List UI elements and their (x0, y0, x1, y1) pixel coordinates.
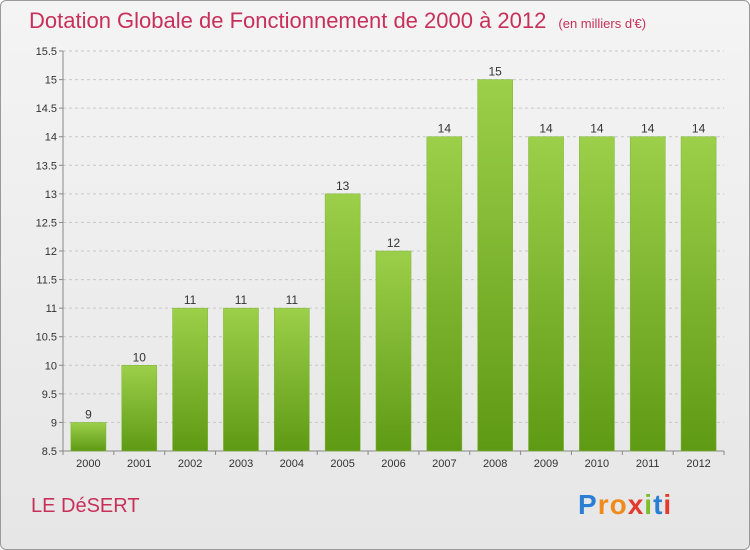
labels: 9 2000 10 2001 11 2002 11 2003 11 2004 13 2005 12 200… (76, 65, 711, 470)
y-tick-label: 13.5 (36, 160, 57, 172)
x-tick-label-2010: 2010 (585, 458, 609, 470)
y-tick-label: 8.5 (42, 446, 57, 458)
logo-letter: i (663, 489, 673, 520)
bars (70, 79, 717, 452)
data-label-2008: 15 (489, 65, 503, 79)
x-tick-label-2004: 2004 (280, 458, 304, 470)
bar-2005 (324, 193, 361, 452)
data-label-2011: 14 (641, 122, 655, 136)
data-label-2009: 14 (539, 122, 553, 136)
x-tick-label-2005: 2005 (330, 458, 354, 470)
x-tick-label-2003: 2003 (229, 458, 253, 470)
chart-subtitle: (en milliers d'€) (558, 16, 647, 31)
data-label-2000: 9 (85, 407, 92, 421)
data-label-2005: 13 (336, 179, 350, 193)
bar-2002 (172, 307, 208, 452)
x-tick-label-2002: 2002 (178, 458, 202, 470)
y-tick-label: 11.5 (36, 275, 57, 287)
x-tick-label-2011: 2011 (636, 458, 660, 470)
data-label-2006: 12 (387, 236, 401, 250)
y-tick-label: 13 (45, 189, 57, 201)
x-tick-label-2008: 2008 (483, 458, 507, 470)
logo-letter: o (609, 489, 628, 520)
bar-2004 (274, 307, 310, 452)
data-label-2007: 14 (438, 122, 452, 136)
logo-letter: i (644, 489, 654, 520)
data-label-2004: 11 (286, 293, 299, 307)
x-tick-label-2001: 2001 (127, 458, 151, 470)
logo-letter: r (597, 489, 610, 520)
y-tick-label: 15.5 (36, 46, 57, 58)
x-tick-label-2009: 2009 (534, 458, 558, 470)
y-tick-label: 15 (45, 75, 57, 87)
y-tick-label: 11 (46, 303, 57, 315)
y-tick-label: 12 (45, 246, 57, 258)
x-tick-label-2000: 2000 (76, 458, 100, 470)
y-tick-label: 12.5 (36, 217, 57, 229)
logo-letter: t (653, 489, 664, 520)
y-tick-label: 9 (51, 417, 57, 429)
bar-2001 (121, 365, 158, 452)
title-text: Dotation Globale de Fonctionnement de 20… (29, 8, 547, 33)
logo-letter: x (627, 489, 645, 520)
bar-2012 (680, 136, 717, 452)
data-label-2002: 11 (184, 293, 197, 307)
chart-title: Dotation Globale de Fonctionnement de 20… (29, 8, 646, 34)
data-label-2001: 10 (133, 350, 147, 364)
x-tick-label-2012: 2012 (686, 458, 710, 470)
y-tick-label: 14 (45, 132, 57, 144)
data-label-2003: 11 (235, 293, 248, 307)
bar-2011 (629, 136, 666, 452)
data-label-2010: 14 (590, 122, 604, 136)
bar-2000 (70, 422, 107, 452)
x-tick-label-2006: 2006 (381, 458, 405, 470)
bar-2008 (477, 79, 513, 452)
proxiti-logo: Proxiti (578, 489, 672, 521)
y-tick-label: 9.5 (42, 389, 57, 401)
bar-2009 (528, 136, 564, 452)
bar-2007 (426, 136, 463, 452)
bar-2006 (375, 250, 412, 452)
bar-2003 (223, 307, 259, 452)
y-tick-label: 10 (45, 360, 57, 372)
commune-name: LE DéSERT (31, 495, 140, 517)
logo-letter: P (578, 489, 598, 520)
x-tick-label-2007: 2007 (432, 458, 456, 470)
y-tick-label: 10.5 (36, 332, 57, 344)
y-tick-label: 14.5 (36, 103, 57, 115)
bar-2010 (579, 136, 615, 452)
data-label-2012: 14 (692, 122, 706, 136)
